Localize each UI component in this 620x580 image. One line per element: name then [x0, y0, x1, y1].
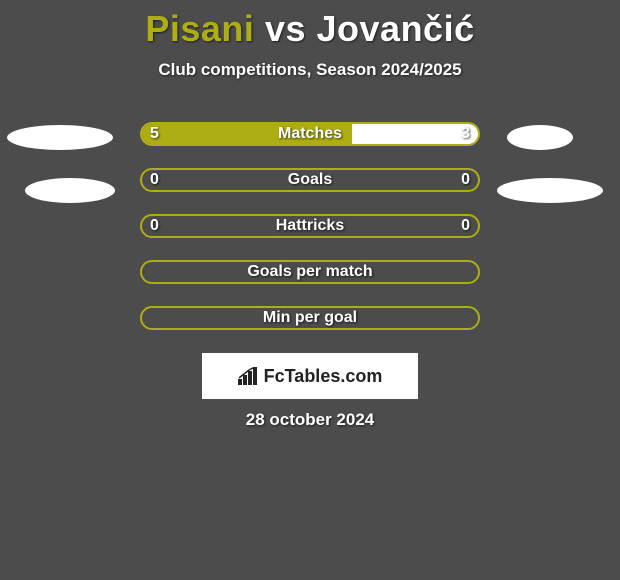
- decorative-ellipse: [7, 125, 113, 150]
- stat-value-right: 0: [461, 168, 470, 192]
- vs-text: vs: [265, 8, 306, 49]
- logo: FcTables.com: [238, 366, 383, 387]
- stat-row: Min per goal: [0, 306, 620, 330]
- subtitle: Club competitions, Season 2024/2025: [0, 60, 620, 80]
- stat-value-right: 3: [461, 122, 470, 146]
- stat-bar: [140, 214, 480, 238]
- stat-value-left: 0: [150, 214, 159, 238]
- stat-bar: [140, 306, 480, 330]
- stat-value-right: 0: [461, 214, 470, 238]
- logo-box: FcTables.com: [202, 353, 418, 399]
- player1-name: Pisani: [145, 8, 254, 49]
- stat-row: Hattricks00: [0, 214, 620, 238]
- date-text: 28 october 2024: [0, 410, 620, 430]
- logo-text: FcTables.com: [264, 366, 383, 387]
- bar-left-fill: [142, 124, 352, 144]
- decorative-ellipse: [25, 178, 115, 203]
- stat-value-left: 0: [150, 168, 159, 192]
- chart-icon: [238, 367, 260, 385]
- stat-bar: [140, 260, 480, 284]
- stat-value-left: 5: [150, 122, 159, 146]
- player2-name: Jovančić: [317, 8, 475, 49]
- stat-row: Goals per match: [0, 260, 620, 284]
- stat-bar: [140, 122, 480, 146]
- decorative-ellipse: [507, 125, 573, 150]
- stat-bar: [140, 168, 480, 192]
- comparison-title: Pisani vs Jovančić: [0, 0, 620, 50]
- bar-right-fill: [352, 124, 478, 144]
- stats-rows: Matches53Goals00Hattricks00Goals per mat…: [0, 122, 620, 330]
- decorative-ellipse: [497, 178, 603, 203]
